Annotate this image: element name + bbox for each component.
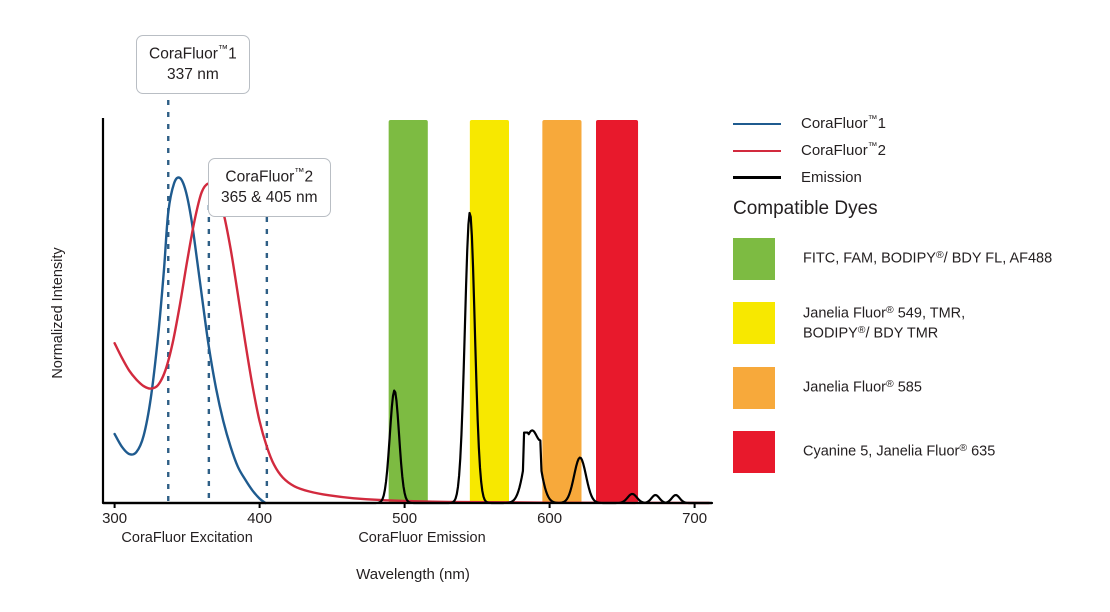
dye-label: Cyanine 5, Janelia Fluor® 635 (803, 442, 996, 460)
legend-row-0: CoraFluor™1 (733, 110, 1063, 137)
dye-color-swatch (733, 302, 775, 344)
curve-corafluor1 (113, 176, 267, 505)
orange-band (542, 120, 582, 503)
legend-row-2: Emission (733, 164, 1063, 191)
dye-row-3: Cyanine 5, Janelia Fluor® 635 (733, 430, 1093, 473)
annotation-corafluor1: CoraFluor™1 337 nm (136, 35, 250, 95)
series-legend: CoraFluor™1 CoraFluor™2 Emission (733, 110, 1063, 191)
legend-row-1: CoraFluor™2 (733, 137, 1063, 164)
dye-color-swatch (733, 366, 775, 409)
dye-row-0: FITC, FAM, BODIPY®/ BDY FL, AF488 (733, 238, 1093, 280)
legend-line-swatch (733, 176, 781, 179)
dye-color-swatch (733, 238, 775, 280)
legend-label: CoraFluor™2 (801, 141, 886, 160)
x-tick-label-400: 400 (247, 510, 273, 527)
dye-color-swatch (733, 430, 775, 473)
x-span-label-excitation: CoraFluor Excitation (121, 530, 253, 546)
legend-label: CoraFluor™1 (801, 114, 886, 133)
chart-side-panel: CoraFluor™1 CoraFluor™2 Emission Compatibl… (730, 0, 1110, 612)
yellow-band (469, 120, 509, 503)
compatible-dyes-section: Compatible Dyes FITC, FAM, BODIPY®/ BDY … (733, 198, 1093, 495)
plot-svg (101, 100, 714, 508)
curve-corafluor2 (113, 182, 711, 505)
spectra-chart: CoraFluor™1 337 nm CoraFluor™2 365 & 405… (50, 35, 714, 583)
dye-label: Janelia Fluor® 585 (803, 378, 922, 396)
x-tick-label-300: 300 (102, 510, 128, 527)
red-band (596, 120, 639, 503)
annotation-corafluor2: CoraFluor™2 365 & 405 nm (208, 158, 331, 218)
dye-row-2: Janelia Fluor® 585 (733, 366, 1093, 409)
annotation-corafluor1-line1: CoraFluor™1 (149, 44, 237, 63)
x-axis-title: Wavelength (nm) (356, 566, 470, 583)
compatible-dyes-title: Compatible Dyes (733, 198, 878, 219)
legend-label: Emission (801, 169, 862, 186)
plot-axes (101, 118, 712, 508)
dye-label: FITC, FAM, BODIPY®/ BDY FL, AF488 (803, 250, 1053, 267)
wavelength-bands (388, 120, 639, 503)
x-tick-label-500: 500 (392, 510, 418, 527)
dye-label: Janelia Fluor® 549, TMR, BODIPY®/ BDY TMR (803, 305, 966, 342)
annotation-corafluor1-line2: 337 nm (167, 65, 219, 83)
x-tick-label-700: 700 (682, 510, 708, 527)
green-band (388, 120, 428, 503)
y-axis-title: Normalized Intensity (50, 247, 66, 379)
dye-row-1: Janelia Fluor® 549, TMR, BODIPY®/ BDY TMR (733, 302, 1093, 345)
legend-line-swatch (733, 122, 781, 125)
compatible-dyes-list: FITC, FAM, BODIPY®/ BDY FL, AF488 Janelia… (733, 238, 1093, 473)
annotation-corafluor2-line1: CoraFluor™2 (225, 167, 314, 186)
x-tick-label-600: 600 (537, 510, 563, 527)
x-span-label-emission: CoraFluor Emission (358, 530, 486, 546)
legend-line-swatch (733, 149, 781, 152)
annotation-corafluor2-line2: 365 & 405 nm (221, 188, 318, 206)
